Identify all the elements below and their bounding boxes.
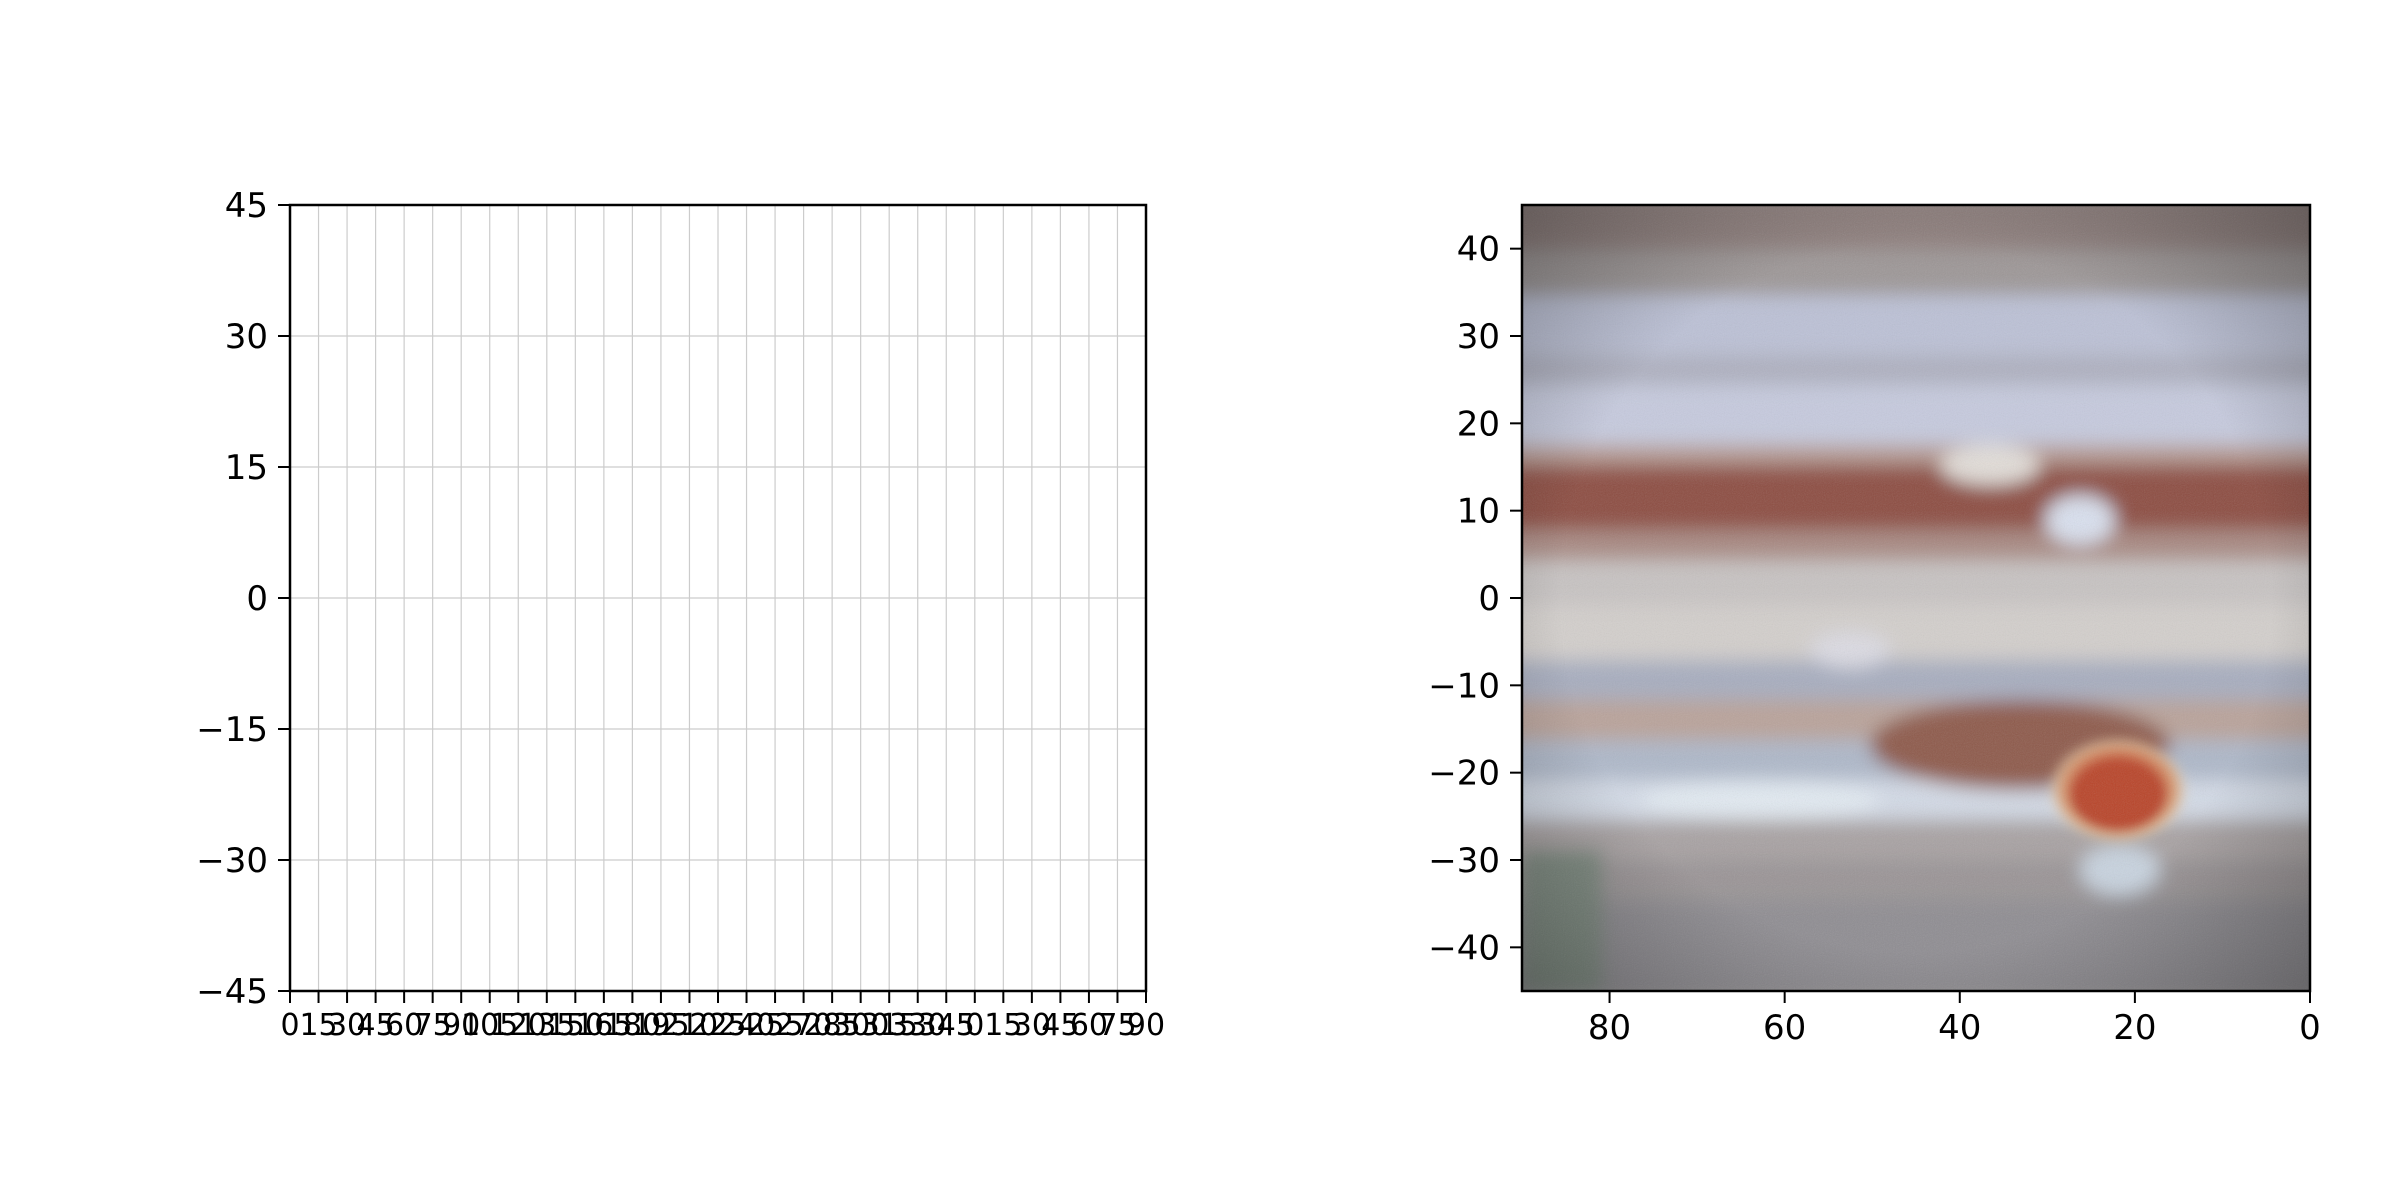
left-y-axis: 45 30 15 0 −15 −30 −45	[196, 186, 290, 1012]
y-tick-label: 0	[246, 579, 268, 619]
x-tick-label: 285	[804, 1008, 861, 1043]
x-tick-label: 30	[1013, 1008, 1051, 1043]
x-tick-label: 45	[357, 1008, 395, 1043]
x-tick-label: 15	[984, 1008, 1022, 1043]
x-tick-label: 20	[2113, 1008, 2156, 1048]
x-tick-label: 195	[632, 1008, 689, 1043]
y-tick-label: 30	[1457, 317, 1500, 357]
x-tick-label: 60	[1763, 1008, 1806, 1048]
x-tick-label: 75	[414, 1008, 452, 1043]
y-tick-label: 0	[1478, 579, 1500, 619]
y-tick-label: −20	[1428, 754, 1500, 794]
x-tick-label: 0	[280, 1008, 299, 1043]
y-tick-label: 40	[1457, 230, 1500, 270]
x-tick-label: 0	[965, 1008, 984, 1043]
x-tick-label: 270	[775, 1008, 832, 1043]
x-tick-label: 75	[1098, 1008, 1136, 1043]
x-tick-label: 15	[299, 1008, 337, 1043]
y-tick-label: 20	[1457, 404, 1500, 444]
x-tick-label: 135	[518, 1008, 575, 1043]
y-tick-label: −45	[196, 972, 268, 1012]
x-tick-label: 315	[861, 1008, 918, 1043]
y-tick-label: −30	[1428, 841, 1500, 881]
x-tick-label: 165	[575, 1008, 632, 1043]
x-tick-label: 150	[547, 1008, 604, 1043]
x-tick-label: 90	[442, 1008, 480, 1043]
x-tick-label: 120	[490, 1008, 547, 1043]
x-tick-label: 45	[1041, 1008, 1079, 1043]
y-tick-label: −30	[196, 841, 268, 881]
y-tick-label: 10	[1457, 492, 1500, 532]
x-tick-label: 255	[746, 1008, 803, 1043]
right-plot: 40 30 20 10 0 −10 −20 −30 −40 80 60 40 20 0	[1428, 203, 2321, 1048]
x-tick-label: 345	[918, 1008, 975, 1043]
right-y-axis: 40 30 20 10 0 −10 −20 −30 −40	[1428, 230, 1522, 968]
x-tick-label: 0	[2299, 1008, 2321, 1048]
y-tick-label: −10	[1428, 666, 1500, 706]
right-x-axis: 80 60 40 20 0	[1588, 991, 2321, 1048]
x-tick-label: 60	[1070, 1008, 1108, 1043]
x-tick-label: 90	[1127, 1008, 1165, 1043]
y-tick-label: 15	[225, 448, 268, 488]
x-tick-label: 225	[689, 1008, 746, 1043]
y-tick-label: 45	[225, 186, 268, 226]
x-tick-label: 40	[1938, 1008, 1981, 1048]
x-tick-label: 180	[604, 1008, 661, 1043]
y-tick-label: 30	[225, 317, 268, 357]
left-x-axis: 0 153045607590105120135150165180195210225…	[280, 991, 1165, 1043]
x-tick-label: 60	[385, 1008, 423, 1043]
x-tick-label: 330	[889, 1008, 946, 1043]
x-tick-label: 80	[1588, 1008, 1631, 1048]
x-tick-label: 240	[718, 1008, 775, 1043]
jupiter-image	[1522, 205, 2310, 991]
y-tick-label: −40	[1428, 928, 1500, 968]
x-tick-label: 105	[461, 1008, 518, 1043]
x-tick-label: 300	[832, 1008, 889, 1043]
x-tick-label: 210	[661, 1008, 718, 1043]
x-tick-label: 30	[328, 1008, 366, 1043]
y-tick-label: −15	[196, 710, 268, 750]
